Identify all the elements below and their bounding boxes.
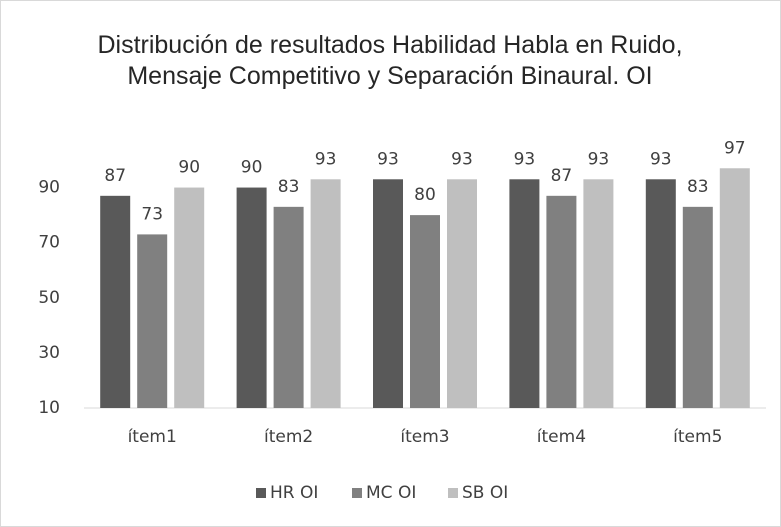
y-tick-label: 10 <box>38 398 60 418</box>
legend-label: HR OI <box>270 483 318 503</box>
chart-title: Distribución de resultados Habilidad Hab… <box>97 31 683 90</box>
x-tick-label: ítem2 <box>264 427 313 447</box>
y-tick-label: 50 <box>38 288 60 308</box>
data-label: 87 <box>551 166 573 186</box>
data-label: 93 <box>514 149 536 169</box>
data-label: 93 <box>650 149 672 169</box>
y-tick-label: 70 <box>38 233 60 253</box>
legend-label: MC OI <box>366 483 416 503</box>
data-label: 93 <box>588 149 610 169</box>
bar <box>583 179 614 408</box>
bar <box>236 187 267 408</box>
data-label: 73 <box>141 204 163 224</box>
legend-swatch <box>256 488 266 498</box>
data-label: 90 <box>241 158 263 178</box>
legend-swatch <box>448 488 458 498</box>
bar <box>546 195 577 408</box>
bar <box>137 234 168 408</box>
x-tick-label: ítem1 <box>128 427 177 447</box>
data-label: 90 <box>178 158 200 178</box>
bar <box>645 179 676 408</box>
data-label: 93 <box>451 149 473 169</box>
legend-label: SB OI <box>462 483 508 503</box>
y-tick-label: 30 <box>38 343 60 363</box>
y-tick-label: 90 <box>38 178 60 198</box>
bar <box>310 179 341 408</box>
data-label: 87 <box>104 166 126 186</box>
data-label: 83 <box>278 177 300 197</box>
bar <box>509 179 540 408</box>
bar <box>410 215 440 408</box>
legend-swatch <box>352 488 362 498</box>
x-tick-label: ítem3 <box>400 427 449 447</box>
x-tick-label: ítem5 <box>673 427 722 447</box>
data-label: 93 <box>315 149 337 169</box>
data-label: 80 <box>414 185 436 205</box>
data-label: 97 <box>724 138 746 158</box>
bar <box>273 206 304 408</box>
bar <box>447 179 477 408</box>
bar <box>719 168 750 408</box>
data-label: 93 <box>377 149 399 169</box>
x-tick-label: ítem4 <box>537 427 586 447</box>
bar <box>100 195 131 408</box>
bar <box>373 179 403 408</box>
bar <box>174 187 205 408</box>
bar <box>682 206 713 408</box>
data-label: 83 <box>687 177 709 197</box>
